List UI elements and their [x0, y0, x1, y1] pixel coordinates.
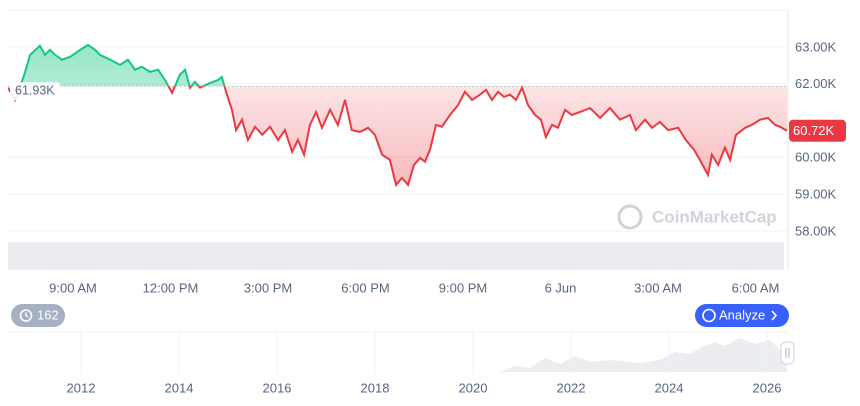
analyze-label[interactable]: Analyze — [719, 307, 765, 322]
baseline-label: 61.93K — [15, 84, 55, 98]
x-tick-label: 12:00 PM — [143, 280, 199, 295]
navigator-handle[interactable] — [780, 341, 795, 365]
history-icon-hands — [25, 312, 29, 318]
history-badge[interactable]: 162 — [11, 304, 65, 327]
x-tick-label: 9:00 AM — [49, 280, 97, 295]
y-tick-label: 60.00K — [795, 150, 837, 165]
navigator — [8, 331, 795, 374]
navigator-year-label: 2018 — [361, 380, 390, 395]
y-tick-label: 59.00K — [795, 187, 837, 202]
y-tick-label: 63.00K — [795, 39, 837, 54]
navigator-area — [8, 338, 787, 372]
area-up — [20, 45, 225, 87]
watermark-logo — [617, 204, 643, 230]
y-tick-label: 58.00K — [795, 223, 837, 238]
navigator-year-label: 2012 — [67, 380, 96, 395]
analyze-icon — [702, 308, 716, 323]
navigator-year-label: 2016 — [263, 380, 292, 395]
navigator-year-label: 2024 — [655, 380, 684, 395]
history-icon — [19, 309, 33, 322]
price-line-down — [8, 86, 788, 188]
navigator-year-label: 2022 — [557, 380, 586, 395]
x-tick-label: 6 Jun — [545, 280, 577, 295]
price-line-up — [19, 43, 523, 87]
history-count[interactable]: 162 — [37, 307, 59, 322]
navigator-year-label: 2026 — [753, 380, 782, 395]
current-price-badge — [789, 119, 846, 142]
navigator-year-label: 2020 — [459, 380, 488, 395]
x-tick-label: 9:00 PM — [439, 280, 487, 295]
x-tick-label: 6:00 PM — [341, 280, 389, 295]
analyze-button[interactable]: Analyze — [695, 304, 789, 327]
watermark-text: CoinMarketCap — [652, 207, 777, 226]
analyze-chevron — [771, 310, 778, 321]
y-tick-label: 62.00K — [795, 76, 837, 91]
navigator-year-label: 2014 — [165, 380, 194, 395]
area-down — [8, 86, 787, 185]
plot — [8, 43, 788, 232]
current-price-label: 60.72K — [793, 123, 835, 138]
baseline-label-bg — [10, 82, 60, 101]
watermark: CoinMarketCap — [617, 204, 777, 230]
x-tick-label: 6:00 AM — [732, 280, 780, 295]
x-tick-label: 3:00 AM — [634, 280, 682, 295]
analyze-button-bg[interactable] — [695, 304, 789, 327]
x-tick-label: 3:00 PM — [244, 280, 292, 295]
volume-area — [8, 242, 784, 270]
